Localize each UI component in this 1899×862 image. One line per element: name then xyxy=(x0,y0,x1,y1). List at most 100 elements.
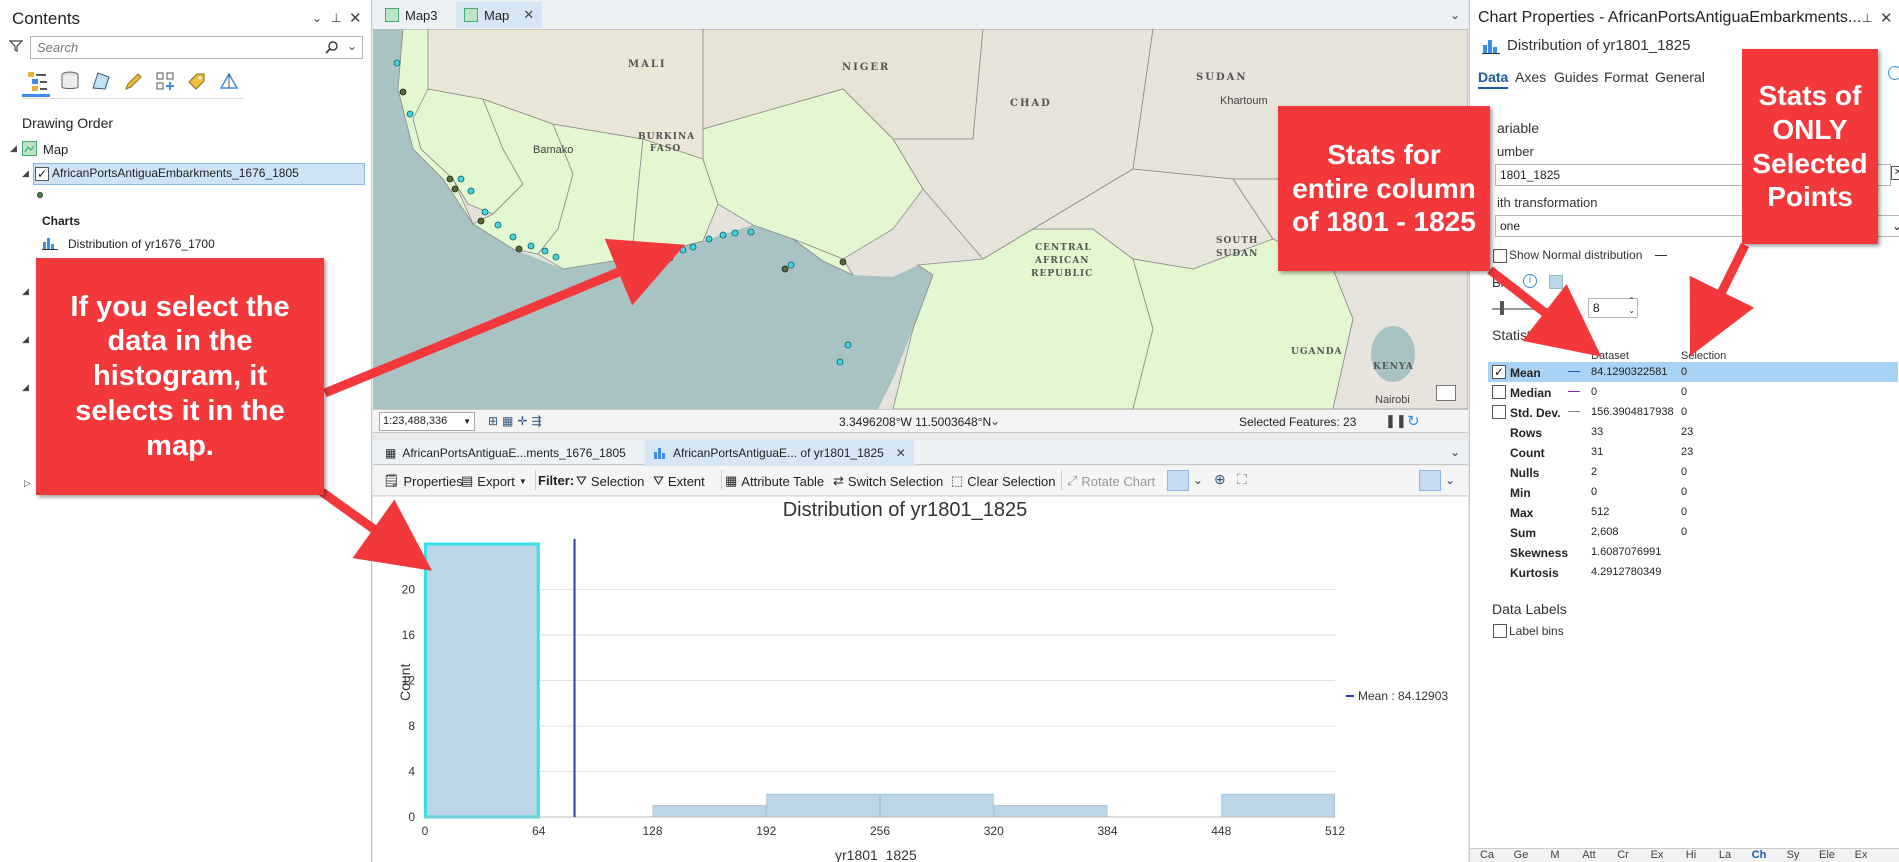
scale-dropdown[interactable]: 1:23,488,336 ▼ xyxy=(379,412,475,431)
tab-chart[interactable]: AfricanPortsAntiguaE... of yr1801_1825 ✕ xyxy=(645,440,914,466)
map-notes-icon[interactable] xyxy=(1436,385,1456,401)
list-by-snapping-icon[interactable] xyxy=(152,68,178,94)
close-tab-icon[interactable]: ✕ xyxy=(523,7,535,22)
map-node-label[interactable]: Map xyxy=(43,142,69,157)
layer-visibility-checkbox[interactable]: ✓ xyxy=(35,167,49,181)
normal-distribution-checkbox[interactable] xyxy=(1493,249,1507,263)
stat-row[interactable]: Rows 33 23 xyxy=(1488,422,1898,442)
select-tool-dropdown-icon[interactable]: ⌄ xyxy=(1193,473,1204,487)
pin-icon[interactable]: ⊥ xyxy=(1862,11,1873,25)
pane-bottom-tab[interactable]: Cr xyxy=(1617,849,1629,861)
stat-checkbox[interactable]: ✓ xyxy=(1492,365,1506,379)
clear-field-icon[interactable]: ✕ xyxy=(1891,166,1899,180)
help-icon[interactable] xyxy=(1888,66,1899,80)
histogram-bar[interactable] xyxy=(424,542,540,819)
legend-dropdown-icon[interactable]: ⌄ xyxy=(1445,473,1456,487)
pane-menu-chevron-icon[interactable]: ⌄ xyxy=(312,11,323,25)
tree-arrow-icon[interactable]: ◢ xyxy=(22,286,29,296)
histogram-bar[interactable] xyxy=(880,793,994,818)
histogram-svg[interactable]: 0 4 8 12 16 20 0 64 128 192 256 320 384 448 512 xyxy=(373,497,1468,862)
search-dropdown-icon[interactable]: ⌄ xyxy=(347,39,358,53)
select-tool-button[interactable] xyxy=(1167,470,1189,491)
list-by-labeling-icon[interactable] xyxy=(184,68,210,94)
stat-row[interactable]: ✓ Mean 84.1290322581 0 xyxy=(1488,362,1898,382)
histogram-bar[interactable] xyxy=(766,793,880,818)
layer-symbol-icon[interactable] xyxy=(37,192,43,198)
layer-row-selected[interactable] xyxy=(33,163,365,185)
stat-row[interactable]: Max 512 0 xyxy=(1488,502,1898,522)
pause-icon[interactable]: ❚❚ xyxy=(1385,413,1407,428)
bins-info-icon[interactable]: i xyxy=(1523,274,1537,288)
zoom-in-icon[interactable]: ⊕ xyxy=(1214,471,1226,487)
stat-row[interactable]: Skewness 1.6087076991 xyxy=(1488,542,1898,562)
tree-arrow-icon[interactable]: ◢ xyxy=(22,382,29,392)
close-pane-icon[interactable]: ✕ xyxy=(1880,10,1893,27)
stat-row[interactable]: Sum 2,608 0 xyxy=(1488,522,1898,542)
switch-selection-button[interactable]: ⇄ Switch Selection xyxy=(833,473,943,489)
pane-bottom-tab[interactable]: Hi xyxy=(1685,849,1697,861)
pin-icon[interactable]: ⊥ xyxy=(331,11,342,25)
properties-button[interactable]: 🗒 Properties xyxy=(383,473,463,489)
tab-format[interactable]: Format xyxy=(1604,69,1649,85)
pane-bottom-tab[interactable]: M xyxy=(1550,849,1560,861)
list-by-drawing-order-icon[interactable] xyxy=(24,68,50,94)
tree-arrow-icon[interactable]: ▷ xyxy=(24,478,31,488)
list-by-selection-icon[interactable] xyxy=(88,68,114,94)
tab-map[interactable]: Map ✕ xyxy=(456,2,543,28)
filter-extent-button[interactable]: ⛛ Extent xyxy=(653,473,705,489)
map-expand-arrow-icon[interactable]: ◢ xyxy=(10,143,17,153)
layer-expand-arrow-icon[interactable]: ◢ xyxy=(22,168,29,178)
histogram-bar[interactable] xyxy=(652,805,767,818)
pane-bottom-tab[interactable]: Ele xyxy=(1819,849,1835,861)
selected-features-count[interactable]: Selected Features: 23 xyxy=(1239,415,1357,429)
layer-name[interactable]: AfricanPortsAntiguaEmbarkments_1676_1805 xyxy=(52,166,299,180)
full-extent-icon[interactable]: ⛶ xyxy=(1237,471,1247,487)
close-pane-icon[interactable]: ✕ xyxy=(349,10,362,27)
pane-bottom-tab[interactable]: Att xyxy=(1582,849,1596,861)
stat-row[interactable]: Median 0 0 xyxy=(1488,382,1898,402)
histogram-bar[interactable] xyxy=(993,805,1108,818)
pane-bottom-tab[interactable]: Ch xyxy=(1751,849,1767,861)
stat-checkbox[interactable] xyxy=(1492,405,1506,419)
tab-axes[interactable]: Axes xyxy=(1515,69,1547,85)
tab-guides[interactable]: Guides xyxy=(1554,69,1599,85)
pane-bottom-tab[interactable]: Ex xyxy=(1854,849,1868,861)
tab-data[interactable]: Data xyxy=(1478,69,1509,85)
legend-toggle-button[interactable] xyxy=(1419,470,1441,491)
bins-slider-handle[interactable] xyxy=(1500,301,1504,315)
tab-map3[interactable]: Map3 xyxy=(377,2,446,28)
search-icon[interactable] xyxy=(325,40,339,57)
map-nav-tools-icon[interactable]: ⊞▦✛⇶ xyxy=(488,414,546,428)
bins-number-input[interactable]: 8 ⌃ ⌄ xyxy=(1588,296,1638,318)
pane-bottom-tab[interactable]: Sy xyxy=(1786,849,1800,861)
pane-bottom-tab[interactable]: Ca xyxy=(1479,849,1495,861)
histogram-bar[interactable] xyxy=(1221,793,1335,818)
list-by-editing-icon[interactable] xyxy=(120,68,146,94)
tree-arrow-icon[interactable]: ◢ xyxy=(22,334,29,344)
pane-bottom-tab[interactable]: La xyxy=(1718,849,1732,861)
label-bins-checkbox[interactable] xyxy=(1493,624,1507,638)
bin-color-swatch[interactable] xyxy=(1549,275,1563,289)
rotate-chart-button[interactable]: ⤢ Rotate Chart xyxy=(1067,473,1155,489)
stat-row[interactable]: Nulls 2 0 xyxy=(1488,462,1898,482)
tab-list-chevron-icon[interactable]: ⌄ xyxy=(1450,8,1461,22)
tab-attribute-table[interactable]: ▦ AfricanPortsAntiguaE...ments_1676_1805 xyxy=(377,440,634,466)
stat-row[interactable]: Count 31 23 xyxy=(1488,442,1898,462)
list-by-source-icon[interactable] xyxy=(57,68,83,94)
chart-item-label[interactable]: Distribution of yr1676_1700 xyxy=(68,237,215,251)
export-button[interactable]: ▤ Export ▼ xyxy=(461,473,527,489)
tab-list-chevron-icon[interactable]: ⌄ xyxy=(1450,445,1461,459)
tab-general[interactable]: General xyxy=(1655,69,1705,85)
stat-row[interactable]: Min 0 0 xyxy=(1488,482,1898,502)
clear-selection-button[interactable]: ⬚ Clear Selection xyxy=(951,473,1055,489)
attribute-table-button[interactable]: ▦ Attribute Table xyxy=(725,473,824,489)
coordinates-dropdown-icon[interactable]: ⌄ xyxy=(990,414,1001,428)
filter-selection-button[interactable]: ⛛ Selection xyxy=(576,473,644,489)
stat-checkbox[interactable] xyxy=(1492,385,1506,399)
stat-row[interactable]: Std. Dev. 156.3904817938 0 xyxy=(1488,402,1898,422)
refresh-icon[interactable]: ↻ xyxy=(1407,413,1420,430)
filter-icon[interactable] xyxy=(8,39,24,56)
chart-area[interactable]: Distribution of yr1801_1825 0 4 8 12 16 20 0 64… xyxy=(373,497,1468,862)
search-input[interactable]: Search xyxy=(30,36,363,59)
close-tab-icon[interactable]: ✕ xyxy=(895,446,906,460)
